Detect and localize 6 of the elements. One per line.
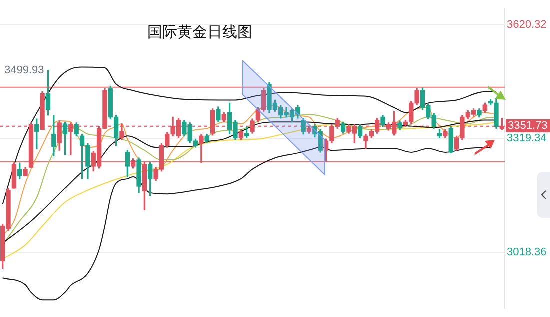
y-tick-label: 3018.36 bbox=[507, 246, 547, 259]
annotation: 3499.93 bbox=[4, 64, 44, 76]
ref-line-label: 3351.73 bbox=[508, 120, 548, 132]
y-tick-label: 3620.32 bbox=[507, 18, 547, 31]
text: 国际黄金日线图 bbox=[148, 24, 252, 42]
y-tick-label: 3319.34 bbox=[507, 132, 547, 145]
